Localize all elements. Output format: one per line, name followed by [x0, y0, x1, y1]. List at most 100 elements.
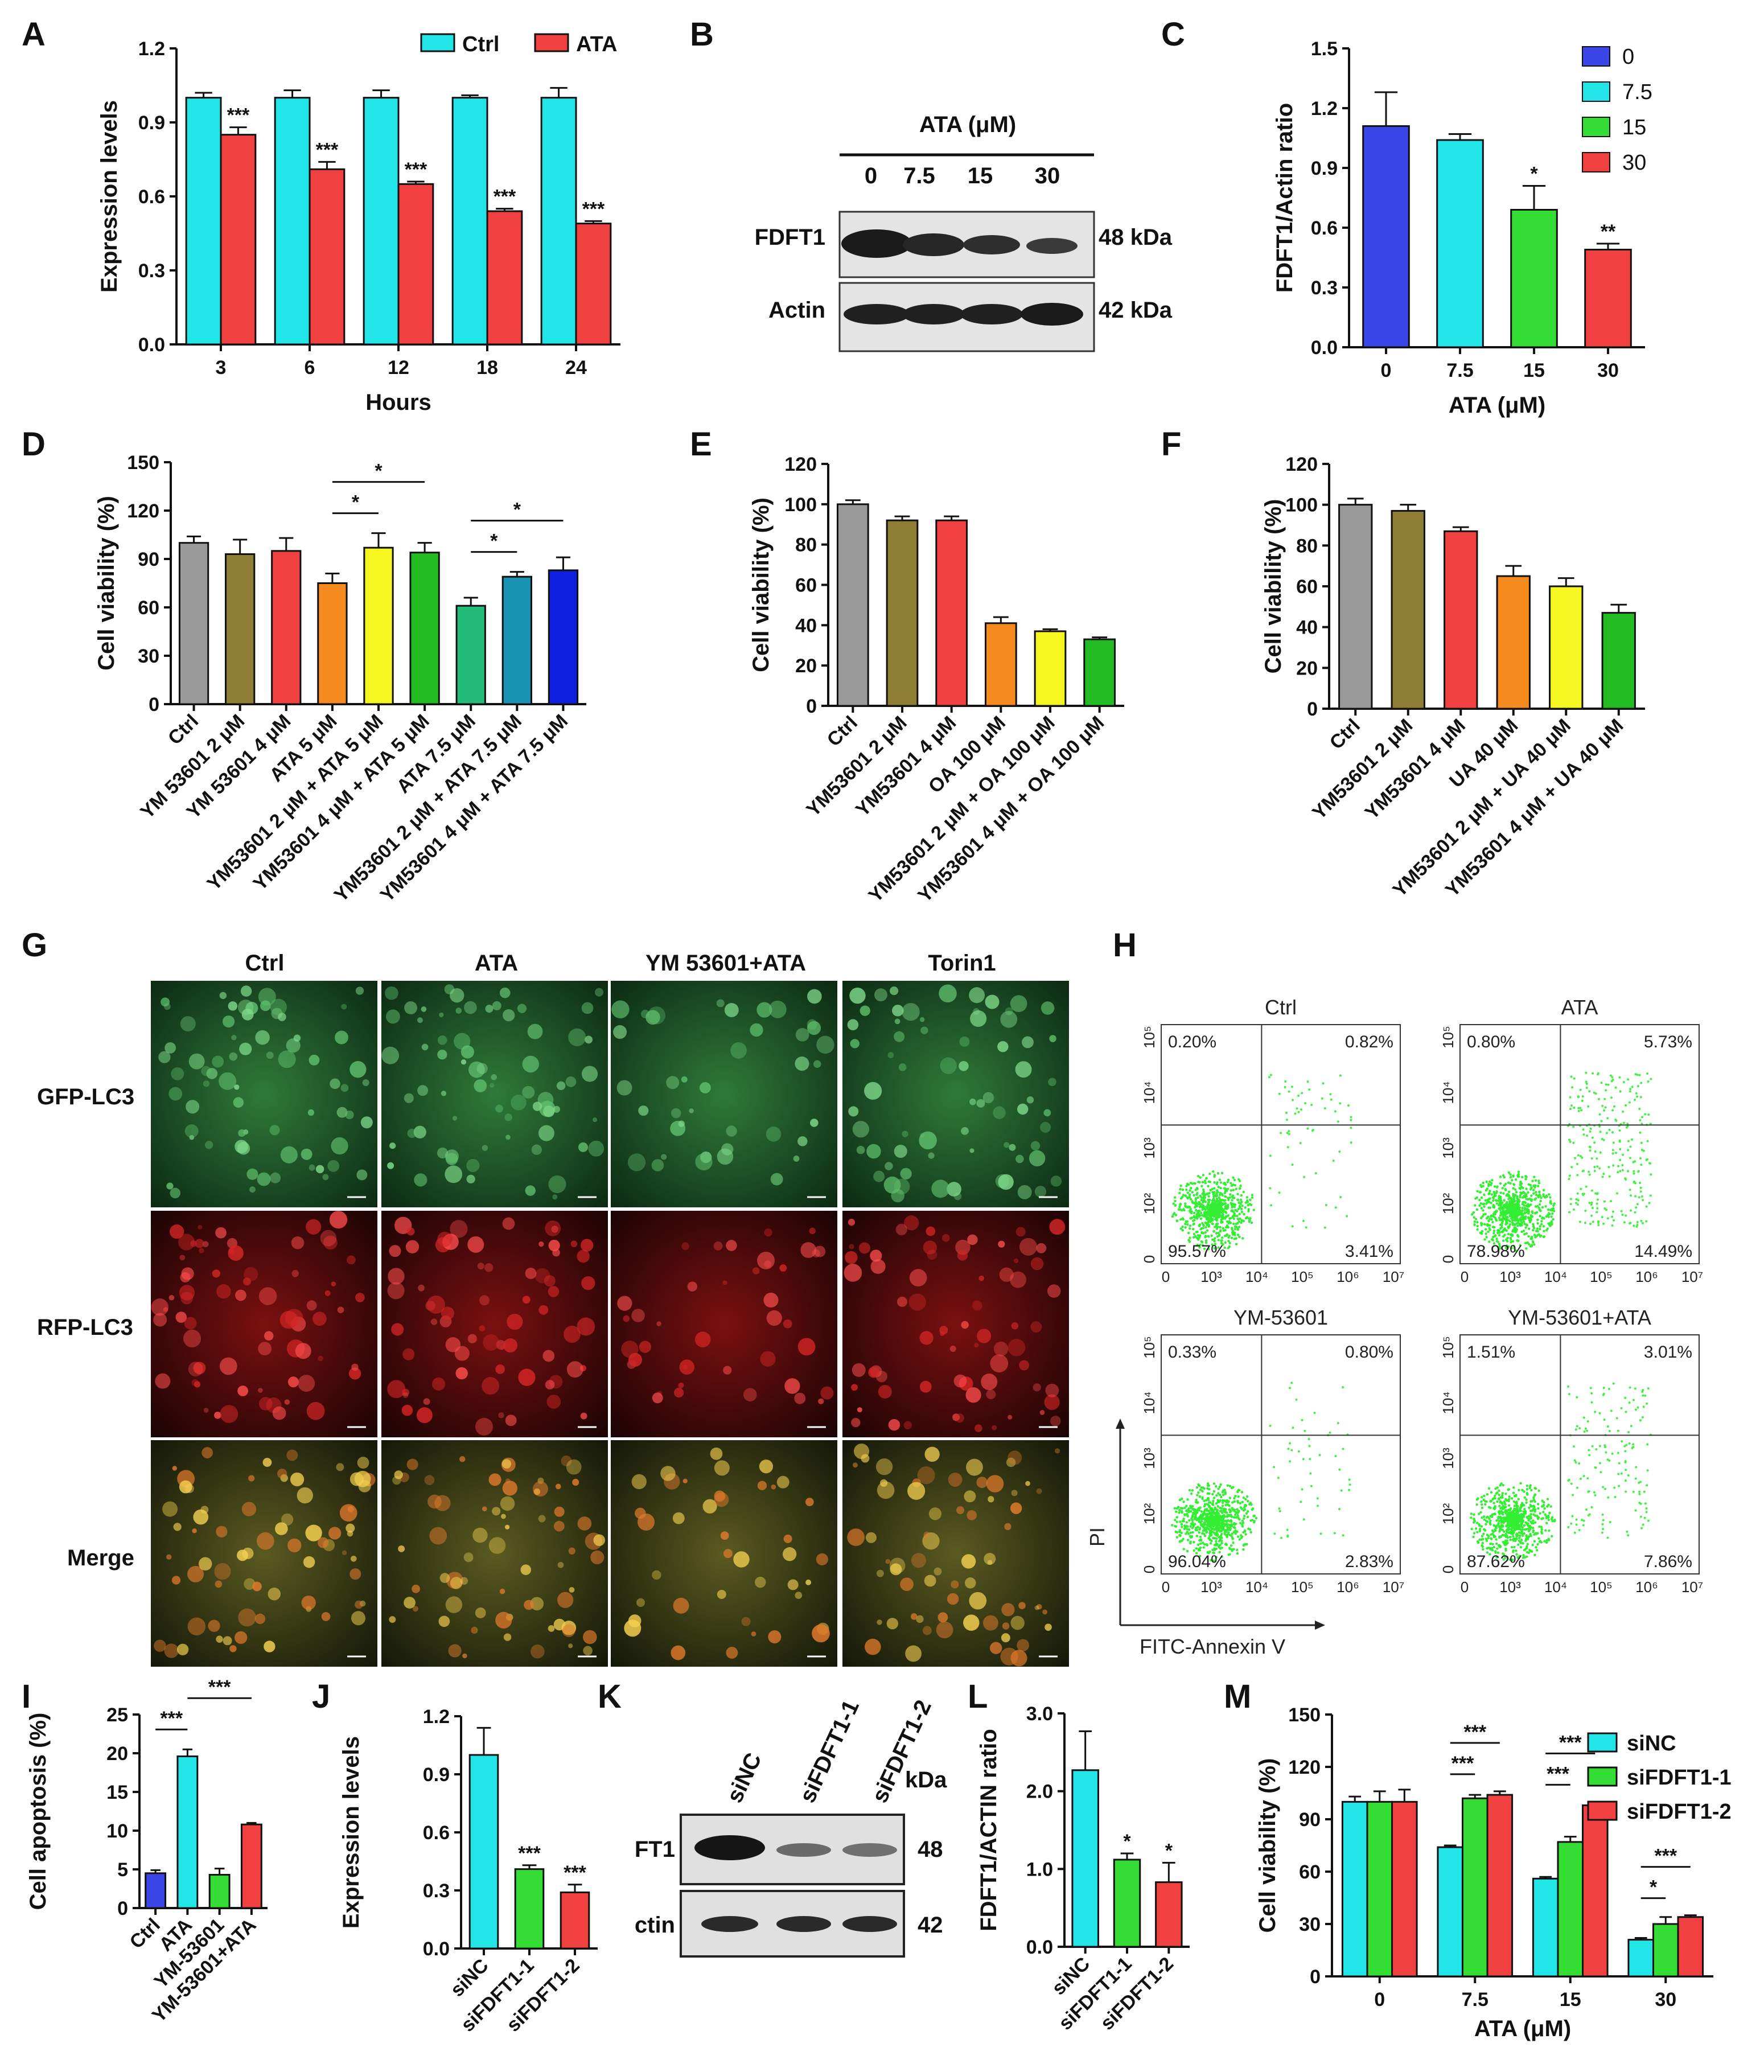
cell-spot	[198, 1557, 212, 1571]
cell-spot	[628, 1352, 643, 1367]
flow-event	[1474, 1197, 1477, 1200]
cell-spot	[848, 1219, 856, 1226]
flow-event	[1199, 1217, 1203, 1220]
flow-event	[1591, 1207, 1594, 1210]
flow-event	[1596, 1211, 1598, 1214]
significance-label: ***	[160, 1708, 183, 1729]
cell-spot	[1055, 1448, 1060, 1454]
cell-spot	[183, 1329, 202, 1348]
cell-spot	[639, 1341, 652, 1353]
cell-spot	[988, 1496, 994, 1503]
cell-spot	[203, 1080, 210, 1087]
flow-x-tick: 10⁶	[1337, 1578, 1359, 1596]
bar	[575, 223, 612, 346]
flow-event	[1641, 1116, 1644, 1119]
flow-event	[1533, 1234, 1536, 1236]
flow-event	[1248, 1528, 1252, 1531]
flow-event	[1613, 1219, 1615, 1222]
flow-event	[1205, 1543, 1208, 1546]
cell-spot	[548, 1175, 566, 1194]
flow-event	[1580, 1109, 1583, 1112]
flow-event	[1530, 1489, 1533, 1492]
cell-spot	[1050, 1175, 1062, 1187]
cell-spot	[482, 1506, 487, 1512]
flow-event	[1473, 1532, 1476, 1535]
cell-spot	[173, 1523, 182, 1531]
flow-event	[1577, 1107, 1580, 1109]
flow-event	[1215, 1223, 1218, 1226]
cell-spot	[562, 1624, 575, 1637]
cell-spot	[223, 1636, 232, 1646]
flow-event	[1224, 1217, 1227, 1220]
flow-event	[1240, 1210, 1244, 1214]
cell-spot	[1008, 1338, 1026, 1356]
flow-event	[1537, 1507, 1540, 1510]
cell-spot	[750, 1023, 763, 1037]
flow-event	[1329, 1431, 1331, 1434]
flow-event	[1527, 1191, 1529, 1194]
flow-event	[1244, 1533, 1247, 1536]
cell-spot	[905, 1645, 922, 1662]
flow-event	[1184, 1222, 1187, 1226]
cell-spot	[492, 1001, 501, 1010]
cell-spot	[387, 1282, 405, 1300]
flow-event	[1627, 1078, 1630, 1081]
flow-event	[1548, 1212, 1551, 1216]
cell-spot	[976, 1477, 988, 1488]
flow-event	[1516, 1207, 1519, 1210]
flow-event	[1212, 1193, 1215, 1196]
flow-event	[1178, 1498, 1182, 1502]
flow-event	[1338, 1468, 1341, 1471]
flow-event	[1588, 1202, 1591, 1204]
flow-event	[1533, 1175, 1536, 1178]
flow-event	[1269, 1154, 1272, 1157]
flow-event	[1193, 1211, 1196, 1215]
flow-event	[1619, 1090, 1622, 1093]
cell-spot	[229, 1052, 238, 1061]
flow-event	[1502, 1192, 1505, 1195]
cell-spot	[219, 1357, 237, 1375]
flow-event	[1235, 1210, 1239, 1212]
flow-event	[1518, 1200, 1521, 1203]
flow-event	[1214, 1506, 1216, 1510]
cell-spot	[499, 987, 511, 998]
cell-spot	[760, 1351, 776, 1367]
cell-spot	[924, 1574, 936, 1587]
flow-event	[1219, 1510, 1222, 1512]
cell-spot	[779, 1264, 787, 1272]
panel-label-c: C	[1161, 16, 1185, 53]
bar	[1362, 125, 1410, 348]
flow-event	[1592, 1072, 1594, 1075]
cell-spot	[455, 1008, 462, 1014]
cell-spot	[1010, 1615, 1025, 1630]
y-tick-label: 0	[1310, 1966, 1321, 1988]
flow-event	[1301, 1092, 1304, 1095]
flow-event	[1175, 1516, 1178, 1519]
flow-event	[1247, 1204, 1250, 1207]
flow-event	[1509, 1175, 1512, 1179]
x-axis-label: Hours	[365, 390, 431, 415]
flow-event	[1196, 1234, 1199, 1237]
cell-spot	[638, 1105, 649, 1116]
flow-event	[1629, 1090, 1631, 1093]
flow-event	[1505, 1210, 1508, 1214]
flow-event	[1611, 1152, 1614, 1155]
y-tick-label: 5	[117, 1859, 128, 1881]
cell-spot	[238, 1129, 246, 1137]
cell-spot	[404, 1093, 414, 1103]
flow-event	[1490, 1238, 1494, 1241]
flow-event	[1185, 1521, 1189, 1524]
cell-spot	[180, 1016, 196, 1032]
cell-spot	[452, 1116, 458, 1121]
flow-x-tick: 10⁴	[1245, 1578, 1268, 1596]
legend-swatch	[420, 33, 455, 52]
flow-y-tick: 10²	[1440, 1193, 1457, 1214]
cell-spot	[998, 1174, 1014, 1190]
flow-y-tick: 10⁵	[1141, 1026, 1158, 1049]
flow-event	[1532, 1227, 1536, 1230]
flow-event	[1475, 1503, 1478, 1506]
flow-event	[1525, 1241, 1529, 1244]
flow-event	[1233, 1178, 1236, 1182]
cell-spot	[577, 1249, 590, 1263]
flow-event	[1224, 1542, 1227, 1545]
